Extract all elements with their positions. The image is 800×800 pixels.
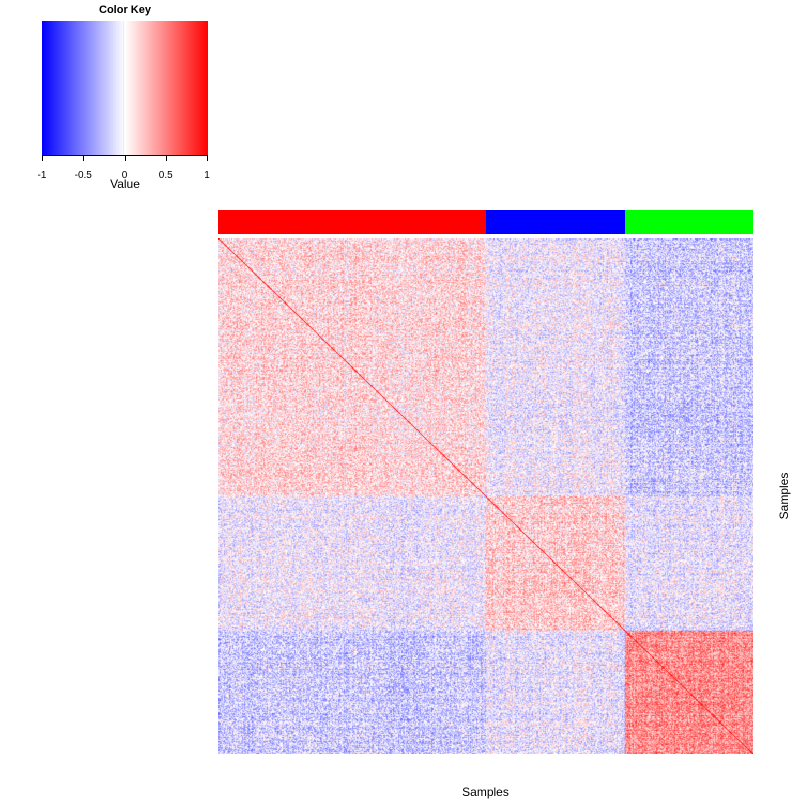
color-key-axis: -1 -0.5 0 0.5 1 (38, 155, 210, 181)
color-key-tick (207, 156, 208, 161)
color-key-tick (83, 156, 85, 161)
color-key-tick (42, 156, 43, 161)
color-key-tick (124, 156, 126, 161)
group-color-segment (486, 210, 625, 234)
color-key-tick-label: 1 (204, 170, 210, 181)
color-key-tick-label: -0.5 (74, 170, 92, 181)
group-color-segment (625, 210, 753, 234)
color-key-gradient (42, 21, 208, 155)
column-side-color-bar (218, 210, 753, 234)
color-key-title: Color Key (99, 4, 151, 16)
color-key-tick-label: -1 (37, 170, 47, 181)
color-key-tick (165, 156, 167, 161)
x-axis-label: Samples (462, 785, 509, 799)
heatmap-canvas (218, 238, 753, 754)
y-axis-label: Samples (777, 472, 791, 520)
color-key-tick-label: 0.5 (158, 170, 173, 181)
color-key-tick-label: 0 (121, 170, 128, 181)
color-key-xlabel: Value (110, 177, 140, 191)
group-color-segment (218, 210, 486, 234)
